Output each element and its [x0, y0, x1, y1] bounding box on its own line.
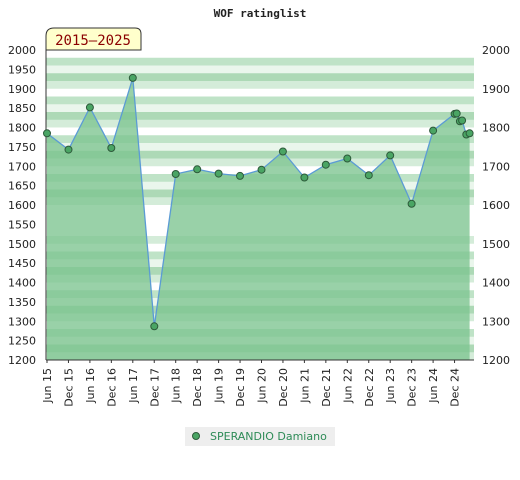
- data-point: [278, 147, 287, 156]
- y-tick-label-left: 1900: [8, 83, 36, 96]
- axes: [45, 50, 474, 361]
- y-tick-label-right: 1800: [482, 122, 510, 135]
- data-point: [300, 173, 309, 182]
- background-band: [46, 119, 474, 128]
- data-point: [452, 109, 461, 118]
- legend: SPERANDIO Damiano: [185, 427, 335, 446]
- data-point: [236, 171, 244, 180]
- data-point: [429, 126, 438, 135]
- period-label: 2015–2025: [55, 33, 131, 49]
- y-tick-label-left: 1600: [8, 199, 36, 212]
- data-point: [64, 145, 73, 154]
- x-tick-label: Jun 24: [427, 368, 440, 404]
- y-axis-right: 1200 1300 1400 1500 1600 1700 1800 1900 2000: [482, 44, 510, 367]
- data-point: [343, 154, 352, 163]
- y-tick-label-left: 1300: [8, 315, 36, 328]
- data-point: [43, 129, 51, 138]
- y-tick-label-left: 1200: [8, 354, 36, 367]
- y-tick-label-left: 1750: [8, 141, 36, 154]
- x-tick-label: Dec 20: [277, 368, 290, 407]
- background-band: [46, 96, 474, 105]
- background-band: [46, 50, 474, 59]
- background-band: [46, 143, 474, 152]
- y-tick-label-right: 2000: [482, 44, 510, 57]
- data-point: [107, 144, 116, 152]
- data-point: [214, 169, 223, 178]
- data-point: [407, 199, 416, 208]
- period-badge: 2015–2025: [45, 27, 142, 51]
- data-point: [386, 151, 395, 160]
- data-points: [43, 73, 474, 331]
- x-tick-label: Dec 19: [234, 368, 247, 407]
- data-point: [171, 170, 180, 178]
- y-tick-label-left: 2000: [8, 44, 36, 57]
- x-tick-label: Dec 24: [449, 368, 462, 407]
- y-tick-label-left: 1400: [8, 277, 36, 290]
- area-fill: [47, 77, 470, 360]
- x-tick-label: Jun 15: [41, 368, 54, 404]
- x-tick-label: Jun 21: [298, 368, 311, 404]
- background-band: [46, 65, 474, 74]
- data-point: [150, 322, 159, 331]
- background-band: [46, 135, 474, 144]
- y-tick-label-left: 1850: [8, 102, 36, 115]
- data-point: [458, 116, 467, 125]
- background-band: [46, 127, 474, 136]
- background-band: [46, 112, 474, 121]
- background-band: [46, 81, 474, 90]
- y-tick-label-left: 1800: [8, 122, 36, 135]
- y-tick-label-right: 1500: [482, 238, 510, 251]
- x-tick-label: Jun 16: [84, 368, 97, 404]
- background-band: [46, 88, 474, 97]
- y-axis-left: 1200 1250 1300 1350 1400 1450 1500 1550 1600 1650…: [8, 44, 36, 367]
- x-tick-label: Dec 17: [148, 368, 161, 407]
- x-tick-label: Jun 19: [213, 368, 226, 404]
- y-tick-label-left: 1950: [8, 63, 36, 76]
- data-point: [364, 171, 373, 180]
- data-point: [465, 129, 474, 138]
- x-tick-label: Dec 21: [320, 368, 333, 407]
- area-path: [47, 77, 470, 360]
- y-tick-label-left: 1650: [8, 180, 36, 193]
- y-tick-label-right: 1300: [482, 315, 510, 328]
- x-tick-label: Jun 18: [170, 368, 183, 404]
- x-tick-label: Dec 23: [406, 368, 419, 407]
- legend-series-name: SPERANDIO Damiano: [210, 430, 327, 443]
- background-band: [46, 73, 474, 82]
- data-point: [321, 160, 330, 169]
- x-tick-label: Jun 17: [127, 368, 140, 404]
- y-tick-label-left: 1450: [8, 257, 36, 270]
- y-tick-label-right: 1600: [482, 199, 510, 212]
- x-tick-label: Dec 22: [363, 368, 376, 407]
- data-point: [128, 73, 137, 82]
- background-band: [46, 57, 474, 66]
- chart-title: WOF ratinglist: [214, 7, 307, 20]
- y-tick-label-right: 1200: [482, 354, 510, 367]
- x-tick-label: Dec 18: [191, 368, 204, 407]
- x-tick-label: Jun 22: [341, 368, 354, 404]
- data-point: [257, 165, 266, 174]
- background-band: [46, 158, 474, 167]
- background-band: [46, 104, 474, 113]
- legend-marker: [192, 432, 200, 440]
- x-tick-label: Dec 15: [62, 368, 75, 407]
- x-tick-label: Jun 23: [384, 368, 397, 404]
- y-tick-label-right: 1400: [482, 277, 510, 290]
- y-tick-label-left: 1550: [8, 218, 36, 231]
- y-tick-label-right: 1700: [482, 160, 510, 173]
- y-tick-label-left: 1500: [8, 238, 36, 251]
- data-point: [193, 165, 202, 174]
- x-tick-label: Dec 16: [105, 368, 118, 407]
- y-tick-label-left: 1250: [8, 335, 36, 348]
- y-tick-label-left: 1700: [8, 160, 36, 173]
- x-axis: Jun 15 Dec 15 Jun 16 Dec 16 Jun 17 Dec 17 Jun …: [41, 360, 462, 407]
- background-band: [46, 150, 474, 159]
- y-tick-label-left: 1350: [8, 296, 36, 309]
- x-tick-label: Jun 20: [256, 368, 269, 404]
- y-tick-label-right: 1900: [482, 83, 510, 96]
- data-point: [85, 103, 94, 112]
